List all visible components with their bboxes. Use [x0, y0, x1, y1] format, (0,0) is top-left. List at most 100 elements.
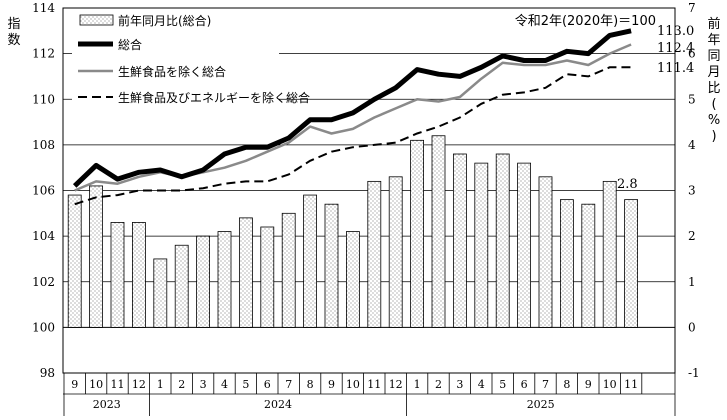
bar [110, 222, 125, 328]
bar [538, 176, 553, 328]
left-axis-title: 指数 [7, 17, 20, 48]
year-label: 2023 [93, 398, 121, 411]
month-label: 2 [435, 378, 442, 391]
bar [131, 222, 146, 328]
bar [388, 176, 403, 328]
left-tick-label: 114 [32, 1, 55, 15]
left-tick-label: 100 [32, 320, 55, 334]
month-label: 10 [346, 378, 360, 391]
right-tick-label: 6 [688, 47, 696, 61]
month-label: 8 [307, 378, 314, 391]
legend-item-core: 生鮮食品を除く総合 [78, 64, 226, 79]
bar [624, 199, 638, 328]
month-label: 10 [603, 378, 617, 391]
left-tick-label: 108 [32, 138, 55, 152]
right-tick-label: 0 [688, 320, 696, 334]
left-tick-label: 102 [32, 275, 55, 289]
bar [217, 231, 232, 328]
year-label: 2025 [527, 398, 555, 411]
legend-item-core-core: 生鮮食品及びエネルギーを除く総合 [78, 90, 310, 105]
right-tick-label: 3 [688, 184, 696, 198]
legend-item-total: 総合 [78, 37, 142, 52]
svg-text:前年同月比(%): 前年同月比(%) [707, 16, 720, 144]
right-tick-label: 4 [688, 138, 696, 152]
bar [89, 185, 103, 328]
bar [281, 212, 296, 328]
left-tick-label: 112 [32, 47, 55, 61]
svg-text:前年同月比(総合): 前年同月比(総合) [118, 13, 211, 28]
bar [367, 180, 382, 328]
month-label: 10 [89, 378, 103, 391]
right-tick-label: -1 [688, 366, 700, 380]
bar [410, 139, 425, 328]
series-line-0 [72, 28, 632, 188]
legend-item-bars: 前年同月比(総合) [79, 13, 211, 28]
bar [303, 194, 318, 328]
month-label: 2 [178, 378, 185, 391]
bar [238, 217, 253, 328]
right-tick-label: 1 [688, 275, 696, 289]
month-label: 4 [221, 378, 228, 391]
month-label: 9 [71, 378, 78, 391]
end-label-total: 113.0 [657, 24, 694, 39]
svg-text:生鮮食品を除く総合: 生鮮食品を除く総合 [118, 64, 226, 79]
bar [452, 153, 467, 328]
month-label: 3 [456, 378, 463, 391]
right-tick-label: 7 [688, 1, 696, 15]
bar [431, 135, 446, 328]
left-tick-label: 110 [32, 92, 55, 106]
right-axis-title: 前年同月比(%) [707, 16, 720, 144]
line-series [72, 28, 632, 206]
bar [474, 162, 489, 328]
svg-text:生鮮食品及びエネルギーを除く総合: 生鮮食品及びエネルギーを除く総合 [118, 90, 310, 105]
bar [495, 153, 510, 328]
month-label: 12 [132, 378, 146, 391]
right-tick-label: 2 [688, 229, 696, 243]
series-line-2 [74, 66, 632, 206]
month-label: 7 [285, 378, 292, 391]
left-tick-label: 106 [32, 184, 55, 198]
right-tick-label: 5 [688, 92, 696, 106]
svg-text:総合: 総合 [118, 37, 142, 52]
bar-last-label: 2.8 [617, 177, 638, 192]
month-label: 8 [563, 378, 570, 391]
month-label: 6 [264, 378, 271, 391]
month-label: 7 [542, 378, 549, 391]
year-label: 2024 [264, 398, 292, 411]
bar [517, 162, 531, 328]
month-label: 9 [585, 378, 592, 391]
month-label: 3 [200, 378, 207, 391]
end-label-core-core: 111.4 [657, 61, 694, 76]
month-label: 11 [111, 378, 125, 391]
month-label: 5 [242, 378, 249, 391]
month-label: 5 [499, 378, 506, 391]
legend: 前年同月比(総合) 総合 生鮮食品を除く総合 生鮮食品及びエネルギーを除く総合 [72, 12, 310, 107]
right-axis-ticks: -1 0 1 2 3 4 5 6 7 [688, 1, 700, 380]
bar [174, 244, 189, 328]
bar-series [67, 135, 638, 328]
month-label: 6 [521, 378, 528, 391]
bar [324, 203, 339, 328]
end-label-core: 112.4 [657, 41, 694, 56]
bar [153, 258, 168, 328]
month-label: 1 [414, 378, 421, 391]
month-label: 11 [367, 378, 381, 391]
month-label: 12 [389, 378, 403, 391]
base-note: 令和2年(2020年)＝100 [515, 14, 656, 29]
bar [560, 199, 574, 328]
bar [581, 203, 596, 328]
month-label: 9 [328, 378, 335, 391]
bar [196, 235, 211, 328]
month-label: 11 [624, 378, 638, 391]
bar [345, 231, 360, 328]
bar [602, 180, 617, 328]
left-axis-ticks: 98 100 102 104 106 108 110 112 114 [32, 1, 55, 380]
left-tick-label: 104 [32, 229, 55, 243]
month-label: 1 [157, 378, 164, 391]
month-label: 4 [478, 378, 485, 391]
svg-text:指数: 指数 [7, 17, 20, 48]
left-tick-label: 98 [40, 366, 55, 380]
bar [260, 226, 275, 328]
